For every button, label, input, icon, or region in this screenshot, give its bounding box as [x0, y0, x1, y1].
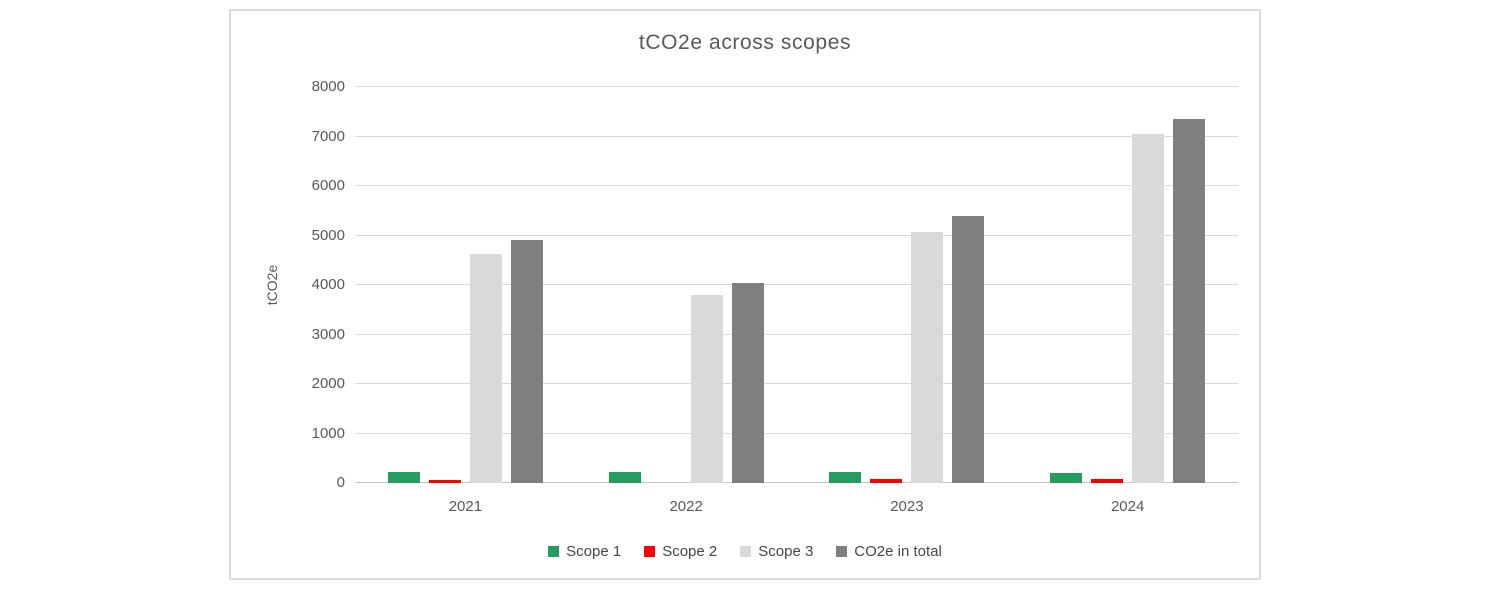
legend-label: CO2e in total [854, 543, 942, 560]
bar-co2e-in-total-2021 [510, 240, 543, 483]
gridline [355, 333, 1238, 335]
x-axis-line [355, 482, 1238, 483]
x-axis-tick-labels: 2021 2022 2023 2024 [355, 498, 1238, 515]
legend-label: Scope 3 [758, 543, 814, 560]
bar-scope-3-2024 [1132, 134, 1165, 483]
legend-label: Scope 1 [566, 543, 622, 560]
y-tick-label-4000: 4000 [311, 276, 345, 293]
bar-series-area [355, 87, 1238, 483]
gridline [355, 432, 1238, 434]
bar-group-2023 [797, 87, 1018, 483]
gridline [355, 383, 1238, 384]
bar-co2e-in-total-2023 [952, 215, 985, 483]
y-axis-tick-labels: 0 1000 2000 3000 4000 5000 6000 7000 8000 [231, 78, 345, 491]
legend-swatch-icon [548, 546, 560, 557]
y-tick-label-2000: 2000 [311, 375, 345, 392]
gridline [355, 185, 1238, 186]
legend-swatch-icon [644, 546, 656, 557]
legend-item-scope-3: Scope 3 [740, 543, 813, 560]
legend-label: Scope 2 [662, 543, 718, 560]
bar-scope-1-2021 [387, 472, 420, 483]
bar-group-2024 [1017, 87, 1238, 483]
legend: Scope 1 Scope 2 Scope 3 CO2e in total [231, 543, 1259, 560]
gridline [355, 234, 1238, 236]
legend-swatch-icon [740, 546, 752, 557]
bar-group-2022 [576, 87, 797, 483]
bar-scope-1-2023 [829, 472, 862, 483]
gridline [355, 284, 1238, 285]
plot-area [355, 86, 1238, 483]
bar-scope-1-2022 [608, 472, 641, 483]
x-tick-label-2023: 2023 [890, 498, 924, 515]
legend-item-scope-2: Scope 2 [644, 543, 717, 560]
gridline [355, 135, 1238, 137]
y-tick-label-8000: 8000 [311, 78, 345, 95]
x-tick-label-2024: 2024 [1110, 498, 1145, 515]
x-tick-label-2022: 2022 [669, 498, 703, 515]
y-tick-label-7000: 7000 [311, 127, 345, 145]
x-tick-label-2021: 2021 [448, 498, 483, 515]
bar-scope-3-2023 [911, 232, 944, 483]
gridline [355, 86, 1238, 87]
legend-swatch-icon [836, 546, 848, 557]
chart-title: tCO2e across scopes [638, 31, 852, 54]
bar-scope-3-2021 [469, 254, 502, 483]
y-tick-label-5000: 5000 [311, 226, 345, 244]
y-tick-label-0: 0 [336, 474, 345, 491]
bar-co2e-in-total-2024 [1173, 119, 1206, 483]
legend-item-co2e-in-total: CO2e in total [836, 543, 942, 560]
bar-scope-2-2021 [428, 480, 461, 483]
bar-scope-2-2024 [1091, 478, 1124, 483]
y-tick-label-1000: 1000 [311, 424, 345, 442]
chart-card: tCO2e across scopes tCO2e 0 1000 2000 3000 4… [229, 9, 1261, 580]
bar-co2e-in-total-2022 [731, 282, 764, 483]
y-tick-label-3000: 3000 [311, 325, 345, 343]
bar-scope-2-2023 [870, 478, 903, 483]
bar-scope-1-2024 [1050, 473, 1083, 483]
bar-group-2021 [355, 87, 576, 483]
legend-item-scope-1: Scope 1 [548, 543, 621, 560]
bar-scope-3-2022 [690, 294, 723, 483]
y-tick-label-6000: 6000 [311, 177, 345, 194]
